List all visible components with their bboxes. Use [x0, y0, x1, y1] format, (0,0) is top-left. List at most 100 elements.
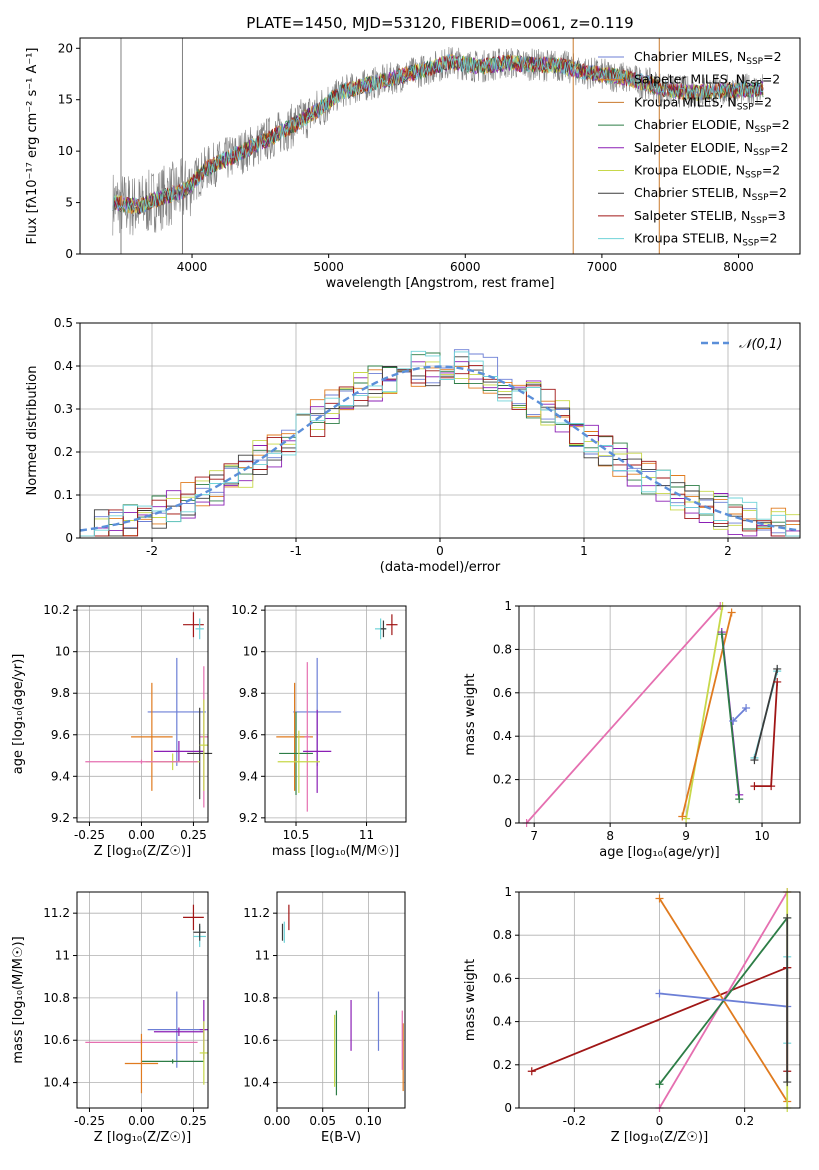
x-tick-label: -1 [290, 544, 302, 558]
normal-distribution-curve [79, 365, 801, 532]
x-tick-label: 10 [754, 829, 769, 843]
weight-marker [750, 782, 759, 791]
y-axis-label: Flux [fλ10⁻¹⁷ erg cm⁻² s⁻¹ A⁻¹] [25, 48, 40, 245]
x-axis-label: mass [log₁₀(M/M☉)] [272, 844, 399, 859]
y-axis-label: age [log₁₀(age/yr)] [11, 654, 26, 775]
weight-line-cm [659, 992, 788, 1008]
x-tick-label: 8000 [723, 260, 754, 274]
x-tick-label: -0.25 [74, 1114, 105, 1128]
weight-line-sm [681, 612, 733, 817]
residual-histogram-cs [80, 356, 800, 537]
x-tick-label: 8 [606, 829, 614, 843]
legend-tail: =3 [767, 208, 785, 223]
y-tick-label: 9.6 [239, 728, 258, 742]
y-tick-label: 9.8 [51, 686, 70, 700]
mass-vs-ebv-plot: 0.00 0.05 0.10 10.4 10.6 10.8 11 11.2 E(B-V) [243, 891, 406, 1145]
x-tick-label: 0 [436, 544, 444, 558]
y-tick-label: 0.5 [54, 316, 73, 330]
weight-line-ke [685, 605, 724, 819]
legend-tail: =2 [762, 163, 780, 178]
legend-entry: Kroupa ELODIE, NSSP=2 [634, 163, 780, 181]
y-tick-label: 11.2 [43, 906, 70, 920]
y-tick-label: 0.6 [493, 971, 512, 985]
legend-tail: =2 [770, 140, 788, 155]
weight-marker [678, 812, 687, 821]
weight-marker [655, 894, 664, 903]
legend-tail: =2 [759, 231, 777, 246]
legend-subscript: SSP [752, 193, 769, 203]
legend-entry: Salpeter STELIB, NSSP=3 [634, 208, 786, 226]
weight-marker [783, 1078, 792, 1087]
weight-vs-age-plot: 7 8 9 10 0 0.2 0.4 0.6 0.8 1 age [log₁₀(age/yr)] ma… [463, 599, 801, 860]
y-tick-label: 10 [58, 144, 73, 158]
y-tick-label: 0 [65, 531, 73, 545]
y-tick-label: 9.4 [239, 769, 258, 783]
y-tick-label: 10.6 [243, 1033, 270, 1047]
axes-frame [276, 891, 406, 1109]
weight-marker [773, 664, 782, 673]
weight-marker [750, 756, 759, 765]
weight-line-ss [754, 681, 779, 787]
model-line-ks [112, 54, 764, 215]
legend-entry: Chabrier STELIB, NSSP=2 [634, 185, 787, 203]
y-tick-label: 0 [65, 247, 73, 261]
legend-entry: Chabrier MILES, NSSP=2 [634, 49, 782, 67]
y-tick-label: 9.6 [51, 728, 70, 742]
y-tick-label: 1 [504, 599, 512, 613]
weight-marker [655, 989, 664, 998]
residuals-plot: -2 -1 0 1 2 0 0.1 0.2 0.3 0.4 0.5 (data-model)/erro… [25, 316, 801, 575]
y-tick-label: 9.2 [239, 811, 258, 825]
legend-entry: Salpeter ELODIE, NSSP=2 [634, 140, 788, 158]
x-axis-label: Z [log₁₀(Z/Z☉)] [94, 844, 191, 859]
axes-frame [76, 605, 209, 823]
y-axis-label: Normed distribution [25, 366, 40, 496]
legend-tail: =2 [762, 72, 780, 87]
y-tick-label: 0.6 [493, 686, 512, 700]
legend-subscript: SSP [745, 80, 762, 90]
legend-tail: =2 [754, 94, 772, 109]
axes-frame [76, 891, 209, 1109]
y-tick-label: 9.4 [51, 769, 70, 783]
y-tick-label: 11 [255, 949, 270, 963]
weight-marker [729, 717, 738, 726]
x-tick-label: 2 [724, 544, 732, 558]
x-axis-label: Z [log₁₀(Z/Z☉)] [94, 1130, 191, 1145]
x-tick-label: 1 [580, 544, 588, 558]
y-tick-label: 0.4 [493, 729, 512, 743]
legend-subscript: SSP [746, 57, 763, 67]
age-vs-Z-plot: -0.25 0.00 0.25 9.2 9.4 9.6 9.8 10 10.2 Z [log₁₀(… [11, 603, 213, 859]
weight-marker [742, 703, 751, 712]
x-tick-label: 6000 [450, 260, 481, 274]
y-tick-label: 9.2 [51, 811, 70, 825]
x-axis-label: E(B-V) [321, 1130, 361, 1145]
x-tick-label: 0.10 [355, 1114, 382, 1128]
y-tick-label: 0.4 [54, 359, 73, 373]
x-axis-label: wavelength [Angstrom, rest frame] [326, 276, 555, 291]
y-tick-label: 20 [58, 41, 73, 55]
y-tick-label: 0 [504, 816, 512, 830]
x-tick-label: -0.2 [563, 1114, 586, 1128]
x-tick-label: -0.25 [74, 828, 105, 842]
x-axis-label: age [log₁₀(age/yr)] [599, 845, 720, 860]
x-tick-label: 7000 [587, 260, 618, 274]
axes-frame [79, 37, 801, 255]
y-axis-label: mass weight [463, 959, 478, 1041]
legend-entry: Kroupa STELIB, NSSP=2 [634, 231, 778, 249]
weight-line-ce [720, 634, 741, 800]
x-tick-label: 10.5 [283, 828, 310, 842]
x-tick-label: 0.25 [180, 828, 207, 842]
weight-line-ce [658, 917, 788, 1085]
y-tick-label: 10.4 [43, 1076, 70, 1090]
x-tick-label: 7 [530, 829, 538, 843]
weight-marker [735, 795, 744, 804]
legend-subscript: SSP [750, 216, 767, 226]
y-tick-label: 0.4 [493, 1015, 512, 1029]
y-tick-label: 0.8 [493, 928, 512, 942]
x-tick-label: 0 [656, 1114, 664, 1128]
mass-vs-Z-plot: -0.25 0.00 0.25 10.4 10.6 10.8 11 11.2 Z [log₁₀(… [11, 891, 209, 1145]
weight-marker [767, 782, 776, 791]
axes-frame [79, 322, 801, 539]
legend-tail: =2 [769, 185, 787, 200]
legend-tail: =2 [771, 117, 789, 132]
